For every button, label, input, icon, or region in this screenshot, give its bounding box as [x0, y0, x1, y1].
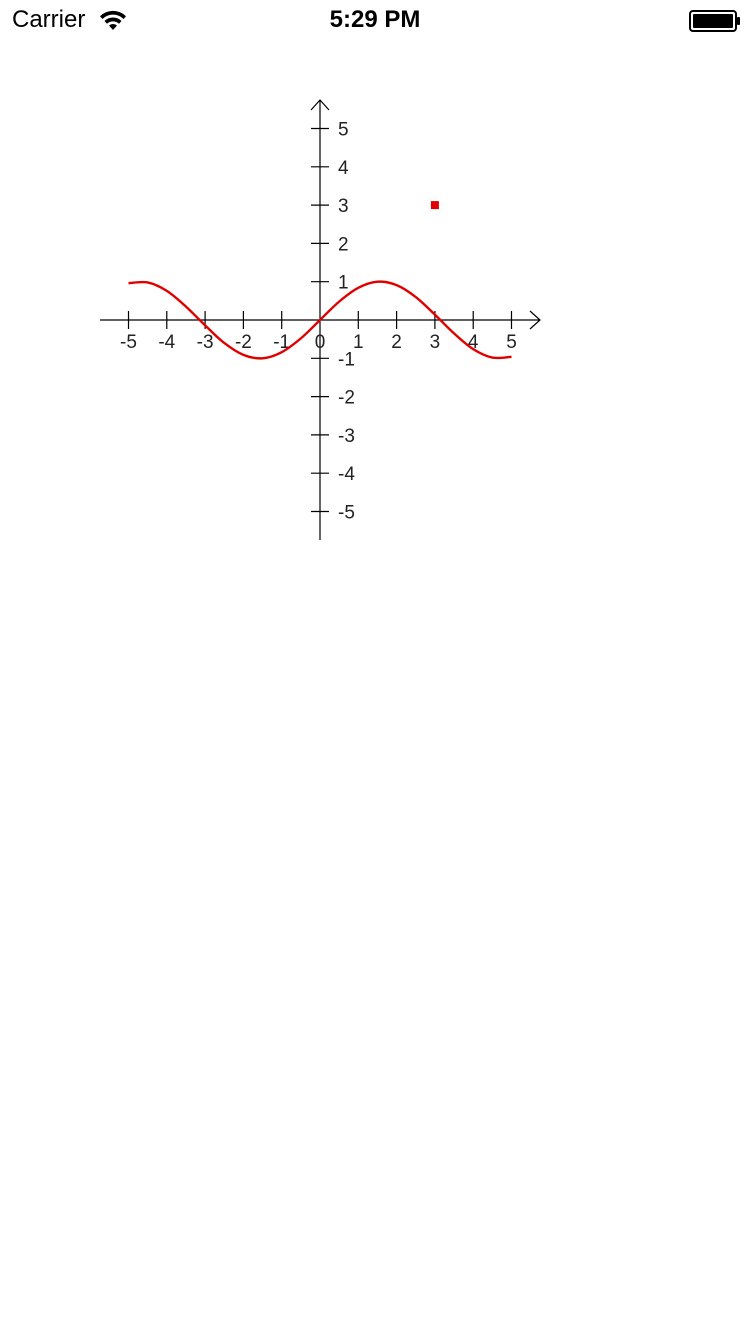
y-tick-label: -4 [338, 464, 355, 485]
y-tick-label: 1 [338, 273, 349, 294]
y-tick-label: -2 [338, 388, 355, 409]
x-axis-arrow [529, 310, 541, 330]
x-tick-label: 0 [315, 332, 326, 353]
scatter-point [430, 201, 439, 210]
x-tick-label: 1 [353, 332, 364, 353]
x-tick-label: -5 [120, 332, 137, 353]
y-tick-label: 2 [338, 234, 349, 255]
wifi-icon [100, 10, 126, 30]
y-tick-label: 3 [338, 196, 349, 217]
x-tick-label: 4 [468, 332, 479, 353]
y-tick-label: -5 [338, 503, 355, 524]
series [128, 201, 512, 360]
carrier-label: Carrier [12, 6, 86, 33]
x-tick-label: -4 [158, 332, 175, 353]
y-tick-label: -1 [338, 349, 355, 370]
x-tick-label: 2 [391, 332, 402, 353]
battery-icon [689, 10, 740, 32]
series-line [128, 280, 512, 360]
y-tick-label: 4 [338, 158, 349, 179]
x-tick-label: 3 [430, 332, 441, 353]
status-bar: Carrier 5:29 PM [0, 0, 750, 40]
status-time: 5:29 PM [329, 6, 421, 33]
y-axis-arrow [310, 99, 330, 111]
x-tick-label: -1 [273, 332, 290, 353]
x-tick-label: -2 [235, 332, 252, 353]
x-tick-label: -3 [197, 332, 214, 353]
x-tick-label: 5 [506, 332, 517, 353]
y-tick-label: 5 [338, 120, 349, 141]
y-tick-label: -3 [338, 426, 355, 447]
